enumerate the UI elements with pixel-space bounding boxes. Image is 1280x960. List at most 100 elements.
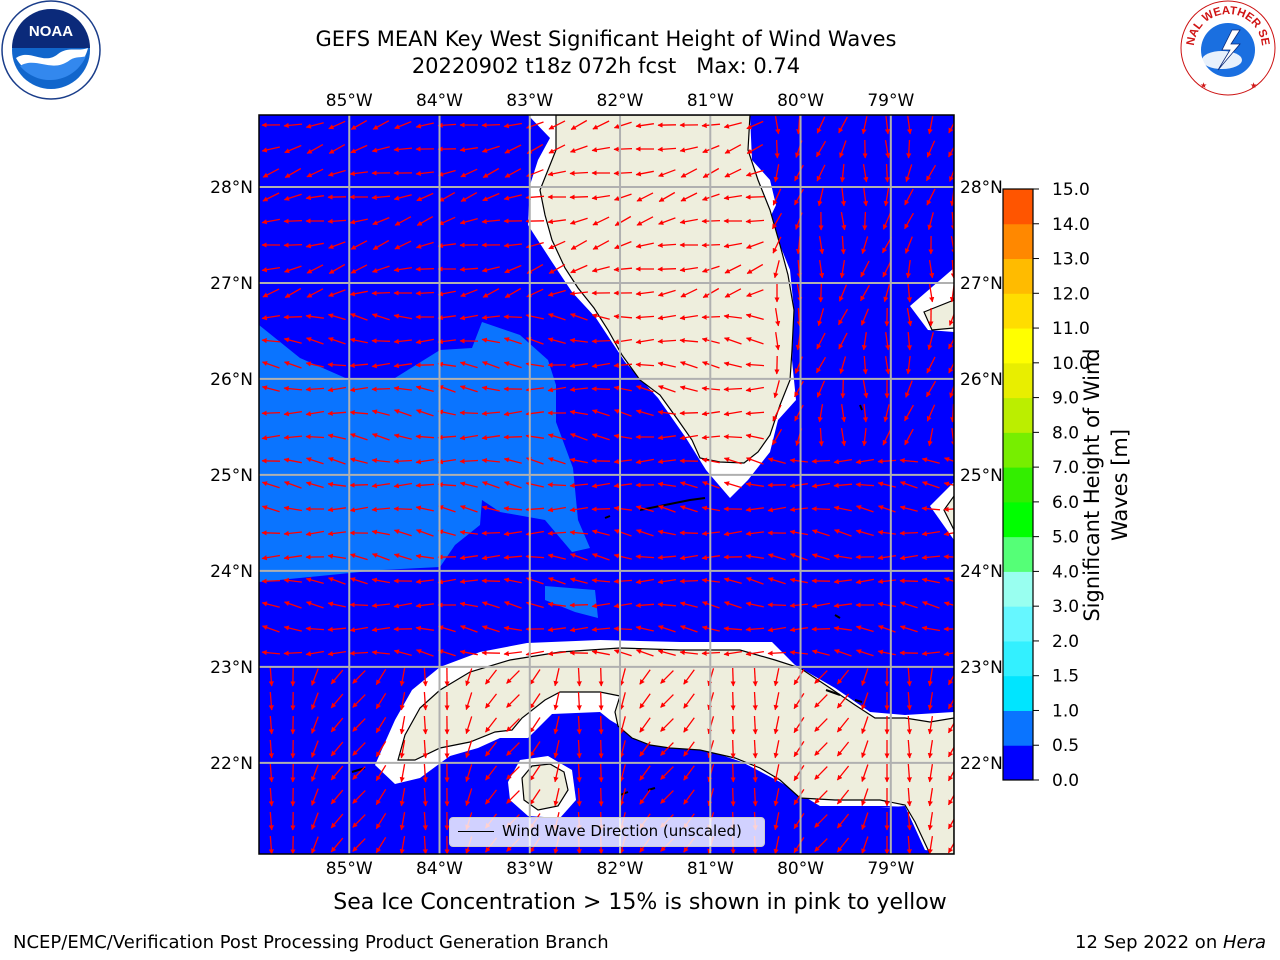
lat-label-left: 24°N [210, 562, 253, 582]
wind-wave-arrow [619, 740, 626, 759]
wind-wave-arrow [591, 626, 611, 633]
wind-wave-arrow [459, 361, 478, 369]
wind-wave-arrow [789, 649, 808, 656]
wind-wave-arrow [837, 308, 849, 326]
wind-wave-arrow [504, 481, 522, 489]
wind-wave-arrow [882, 212, 892, 230]
wind-wave-arrow [833, 578, 852, 585]
wind-wave-arrow [723, 122, 742, 129]
wind-wave-arrow [569, 217, 588, 225]
wind-wave-arrow [481, 266, 500, 273]
wind-wave-arrow [393, 433, 412, 440]
wind-wave-arrow [657, 434, 676, 441]
colorbar-segment [1003, 258, 1033, 294]
wind-wave-arrow [619, 788, 626, 807]
wind-wave-arrow [927, 787, 934, 807]
wind-wave-arrow [613, 338, 633, 345]
wind-wave-arrow [679, 385, 698, 392]
wind-wave-arrow [547, 650, 566, 657]
wind-wave-arrow [921, 650, 940, 657]
svg-text:★: ★ [1200, 81, 1207, 90]
wind-wave-arrow [635, 170, 654, 177]
wind-wave-arrow [943, 481, 954, 487]
wind-wave-arrow [570, 119, 588, 131]
wind-wave-arrow [569, 170, 589, 176]
wind-wave-arrow [855, 625, 874, 633]
wind-wave-arrow [746, 577, 764, 585]
wind-wave-arrow [789, 506, 808, 513]
footer-date: 12 Sep 2022 on Hera [1075, 932, 1266, 953]
wind-wave-arrow [679, 314, 699, 321]
lon-label-top: 83°W [506, 91, 553, 111]
wind-wave-arrow [261, 266, 281, 273]
wind-wave-arrow [679, 146, 698, 153]
wind-wave-arrow [372, 265, 390, 273]
wind-wave-arrow [350, 120, 368, 130]
wind-wave-arrow [459, 217, 478, 225]
wind-wave-arrow [569, 626, 589, 633]
wind-wave-arrow [327, 386, 347, 393]
wind-wave-arrow [730, 691, 736, 711]
wind-wave-arrow [547, 337, 566, 345]
lat-label-left: 23°N [210, 658, 253, 678]
wind-wave-arrow [437, 529, 456, 537]
small-islands [351, 404, 863, 796]
wind-wave-arrow [306, 457, 324, 465]
wind-wave-arrow [268, 691, 274, 711]
wind-wave-arrow [547, 170, 566, 177]
wind-wave-arrow [375, 668, 387, 686]
wind-wave-arrow [861, 716, 869, 734]
wind-wave-arrow [481, 385, 500, 392]
wind-wave-arrow [683, 741, 695, 757]
wind-wave-arrow [613, 433, 633, 440]
wind-wave-arrow [327, 650, 347, 657]
wind-wave-arrow [352, 790, 366, 804]
wind-wave-arrow [861, 692, 869, 710]
wind-wave-arrow [371, 483, 390, 489]
wind-wave-arrow [481, 601, 500, 609]
wind-wave-arrow [465, 764, 473, 783]
wind-wave-arrow [926, 140, 936, 158]
wind-wave-arrow [459, 314, 479, 321]
wind-wave-arrow [503, 122, 523, 129]
wind-wave-arrow [746, 263, 764, 275]
wind-wave-arrow [591, 506, 611, 512]
wind-wave-arrow [371, 577, 391, 584]
wind-wave-arrow [793, 669, 805, 686]
wind-wave-arrow [793, 765, 805, 782]
wind-wave-arrow [576, 763, 582, 783]
wind-wave-arrow [330, 765, 344, 781]
wind-wave-arrow [591, 529, 610, 536]
wind-wave-arrow [657, 146, 677, 152]
wind-wave-arrow [636, 529, 654, 537]
lon-label-top: 81°W [687, 91, 734, 111]
wind-wave-arrow [658, 505, 676, 513]
wind-wave-arrow [284, 167, 302, 179]
wind-wave-arrow [371, 146, 390, 153]
wind-wave-arrow [679, 505, 698, 513]
wind-wave-arrow [723, 242, 743, 249]
wind-wave-arrow [570, 145, 588, 153]
wind-wave-arrow [943, 651, 954, 657]
wind-wave-arrow [283, 577, 302, 584]
wind-wave-arrow [311, 788, 319, 806]
wind-wave-arrow [811, 626, 831, 632]
wind-wave-arrow [305, 410, 325, 417]
wind-wave-arrow [437, 169, 456, 177]
wind-wave-arrow [349, 290, 368, 297]
footer-date-text: 12 Sep 2022 on [1075, 932, 1223, 953]
wind-wave-arrow [818, 427, 824, 447]
wind-wave-arrow [794, 404, 804, 422]
wind-wave-arrow [746, 337, 764, 345]
wind-wave-arrow [752, 763, 758, 783]
wind-wave-arrow [949, 168, 954, 182]
wind-wave-arrow [459, 555, 478, 561]
wind-wave-arrow [569, 194, 589, 200]
wind-wave-arrow [767, 650, 787, 656]
wind-wave-arrow [657, 602, 677, 608]
wind-wave-arrow [349, 650, 369, 656]
wind-wave-arrow [311, 812, 319, 830]
map-legend: Wind Wave Direction (unscaled) [449, 817, 765, 847]
wind-wave-arrow [836, 717, 850, 733]
wind-wave-arrow [613, 121, 632, 129]
